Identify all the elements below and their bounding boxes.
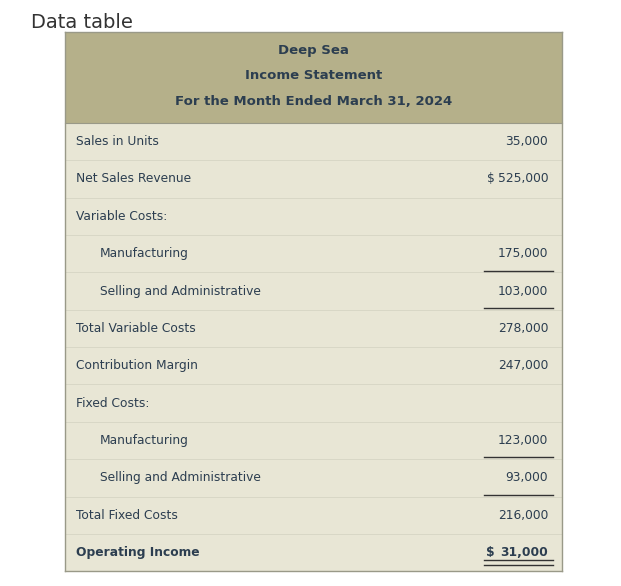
Text: Net Sales Revenue: Net Sales Revenue <box>76 172 191 185</box>
Text: 93,000: 93,000 <box>505 471 548 485</box>
Text: Variable Costs:: Variable Costs: <box>76 210 168 223</box>
Text: Deep Sea: Deep Sea <box>278 44 349 57</box>
Text: 31,000: 31,000 <box>501 546 548 559</box>
Text: $: $ <box>487 172 494 185</box>
Text: For the Month Ended March 31, 2024: For the Month Ended March 31, 2024 <box>175 94 452 108</box>
Text: Total Fixed Costs: Total Fixed Costs <box>76 509 178 522</box>
Text: 123,000: 123,000 <box>498 434 548 447</box>
Text: 247,000: 247,000 <box>498 359 548 372</box>
Text: Manufacturing: Manufacturing <box>100 434 189 447</box>
Text: 278,000: 278,000 <box>498 322 548 335</box>
Text: 35,000: 35,000 <box>505 135 548 148</box>
Text: 175,000: 175,000 <box>498 247 548 260</box>
Text: 216,000: 216,000 <box>498 509 548 522</box>
Text: Total Variable Costs: Total Variable Costs <box>76 322 196 335</box>
Text: 525,000: 525,000 <box>497 172 548 185</box>
Text: Fixed Costs:: Fixed Costs: <box>76 397 150 410</box>
Text: Operating Income: Operating Income <box>76 546 200 559</box>
Text: 103,000: 103,000 <box>498 285 548 298</box>
Text: Data table: Data table <box>31 13 133 32</box>
Text: $: $ <box>486 546 495 559</box>
Text: Manufacturing: Manufacturing <box>100 247 189 260</box>
Text: Selling and Administrative: Selling and Administrative <box>100 285 261 298</box>
Text: Selling and Administrative: Selling and Administrative <box>100 471 261 485</box>
Text: Sales in Units: Sales in Units <box>76 135 159 148</box>
Text: Contribution Margin: Contribution Margin <box>76 359 198 372</box>
Text: Income Statement: Income Statement <box>245 69 383 82</box>
